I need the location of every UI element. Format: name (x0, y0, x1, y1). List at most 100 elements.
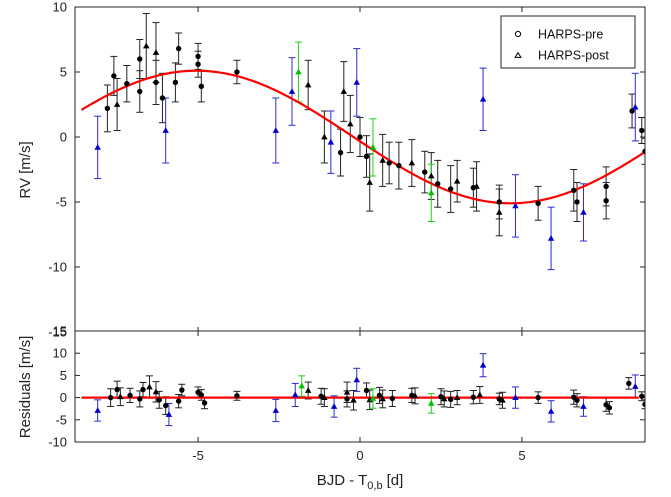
rv-point-black-circle (386, 160, 392, 166)
rv-point-black-circle (357, 134, 363, 140)
rv-point-black-circle (639, 127, 645, 134)
rv-point-blue-triangle (580, 209, 587, 215)
residuals-point-blue-triangle (165, 411, 173, 417)
rv-point-green-triangle (295, 68, 302, 75)
rv-y-ticks: 10 5 0 -5 -10 -15 (48, 0, 645, 340)
residuals-point-black-triangle (343, 388, 351, 395)
rv-data-points (94, 42, 645, 241)
rv-point-black-circle (175, 45, 182, 52)
rv-point-black-circle (159, 95, 166, 101)
rv-point-blue-triangle (162, 127, 169, 133)
rv-point-black-circle (435, 181, 441, 187)
rv-point-black-circle (603, 183, 609, 190)
rv-point-black-circle (642, 148, 645, 154)
residuals-point-black-triangle (379, 395, 386, 402)
residuals-point-black-circle (389, 395, 396, 402)
residuals-point-black-triangle (117, 393, 124, 400)
rv-point-black-triangle (428, 172, 435, 179)
residuals-error-bar (641, 399, 645, 410)
rv-point-black-circle (111, 73, 117, 79)
rv-point-black-circle (153, 79, 159, 86)
rv-y-tick-label: 10 (53, 0, 67, 15)
residuals-data-points (94, 361, 645, 417)
rv-point-black-circle (535, 200, 541, 206)
rv-point-blue-triangle (272, 127, 280, 133)
residuals-point-black-triangle (411, 392, 419, 399)
rv-point-black-triangle (379, 157, 386, 163)
residuals-y-tick-label: -5 (55, 412, 67, 427)
residuals-y-axis-label: Residuals [m/s] (17, 336, 34, 439)
rv-point-black-circle (137, 56, 143, 62)
residuals-y-tick-label: 5 (60, 368, 67, 383)
rv-point-black-triangle (304, 81, 312, 88)
rv-point-black-triangle (152, 49, 160, 55)
rv-y-tick-label: 5 (60, 65, 67, 80)
legend-label-harps-pre: HARPS-pre (538, 28, 603, 42)
residuals-point-blue-triangle (512, 394, 519, 400)
residuals-point-green-triangle (428, 399, 435, 406)
residuals-point-black-triangle (499, 396, 506, 403)
residuals-point-black-triangle (321, 394, 328, 400)
rv-y-axis-label: RV [m/s] (17, 141, 34, 198)
residuals-point-black-circle (363, 387, 370, 394)
rv-point-black-triangle (113, 101, 121, 107)
rv-point-blue-triangle (288, 88, 296, 94)
residuals-y-ticks: 15 10 5 0 -5 -10 (48, 324, 645, 450)
residuals-point-black-circle (175, 398, 182, 404)
residuals-point-blue-triangle (353, 376, 360, 383)
residuals-point-black-triangle (453, 394, 461, 400)
rv-point-blue-triangle (479, 95, 487, 102)
rv-point-black-triangle (143, 42, 150, 49)
residuals-point-black-circle (626, 380, 632, 387)
rv-panel: 10 5 0 -5 -10 -15 RV [m/s] HARPS-pre HARPS-po… (17, 0, 646, 340)
residuals-y-tick-label: 15 (53, 324, 67, 339)
residuals-point-black-circle (114, 386, 120, 393)
residuals-x-ticks: -5 0 5 (192, 331, 526, 463)
rv-point-green-triangle (428, 189, 435, 196)
rv-y-tick-label: -15 (48, 325, 67, 340)
legend-label-harps-post: HARPS-post (538, 49, 609, 63)
residuals-point-black-circle (438, 394, 444, 400)
rv-point-black-circle (234, 69, 240, 75)
legend-circle-marker (514, 30, 522, 38)
residuals-point-black-triangle (304, 387, 312, 393)
residuals-point-blue-triangle (291, 391, 299, 398)
rv-point-black-triangle (453, 177, 461, 184)
legend-box (500, 15, 636, 69)
rv-point-black-circle (603, 198, 609, 204)
residuals-y-tick-label: -10 (48, 435, 67, 450)
rv-point-black-circle (574, 199, 580, 205)
rv-point-black-triangle (321, 133, 328, 140)
residuals-point-green-triangle (298, 382, 305, 389)
x-tick-label: -5 (192, 448, 204, 463)
rv-point-black-triangle (366, 179, 373, 185)
rv-point-blue-triangle (632, 103, 639, 110)
rv-y-tick-label: 0 (60, 130, 67, 145)
rv-point-black-triangle (496, 209, 503, 215)
rv-point-black-circle (571, 187, 577, 193)
residuals-point-black-triangle (440, 395, 448, 402)
residuals-point-black-circle (107, 394, 114, 401)
x-tick-label: 0 (356, 448, 363, 463)
rv-error-bar (641, 137, 645, 165)
residuals-point-black-circle (606, 405, 613, 411)
rv-point-black-circle (195, 61, 201, 67)
residuals-point-black-circle (447, 396, 454, 403)
residuals-point-blue-triangle (632, 383, 639, 389)
rv-point-black-triangle (408, 159, 416, 166)
rv-point-black-circle (470, 185, 477, 191)
rv-point-black-triangle (347, 120, 354, 127)
rv-point-black-circle (195, 53, 201, 60)
residuals-point-black-circle (535, 394, 541, 401)
rv-point-blue-triangle (94, 144, 101, 150)
residuals-point-blue-triangle (479, 361, 487, 368)
rv-point-black-triangle (340, 88, 348, 94)
residuals-point-black-circle (376, 392, 383, 399)
rv-point-green-triangle (369, 144, 377, 150)
residuals-plot-area (74, 330, 646, 443)
residuals-point-black-circle (162, 402, 169, 409)
rv-keplerian-model-curve (80, 69, 645, 205)
rv-point-black-circle (124, 81, 130, 87)
residuals-point-black-circle (234, 393, 240, 399)
rv-point-black-circle (396, 162, 402, 169)
